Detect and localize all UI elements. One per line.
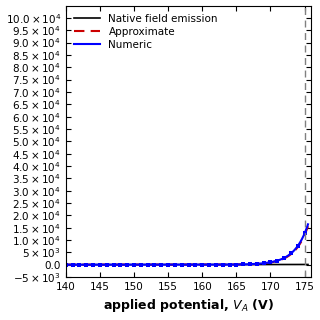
Numeric xyxy=(306,222,310,226)
Numeric xyxy=(162,263,166,267)
Native field emission xyxy=(306,263,310,267)
Approximate xyxy=(306,224,310,228)
Approximate xyxy=(253,262,257,266)
Native field emission xyxy=(171,263,174,267)
Numeric xyxy=(64,263,68,267)
Numeric xyxy=(89,263,92,267)
Native field emission xyxy=(257,263,261,267)
Numeric xyxy=(171,263,174,267)
Native field emission xyxy=(89,263,92,267)
Numeric xyxy=(253,262,257,266)
Approximate xyxy=(162,263,166,267)
Native field emission xyxy=(162,263,166,267)
Approximate xyxy=(171,263,174,267)
Approximate xyxy=(230,263,234,267)
Numeric xyxy=(230,263,234,267)
Native field emission xyxy=(230,263,234,267)
Approximate xyxy=(64,263,68,267)
Line: Numeric: Numeric xyxy=(66,224,308,265)
Native field emission xyxy=(64,263,68,267)
Line: Approximate: Approximate xyxy=(66,226,308,265)
Native field emission xyxy=(253,263,257,267)
Numeric xyxy=(257,262,261,266)
Approximate xyxy=(257,262,261,266)
Legend: Native field emission, Approximate, Numeric: Native field emission, Approximate, Nume… xyxy=(71,11,221,53)
X-axis label: applied potential, $V_A$ (V): applied potential, $V_A$ (V) xyxy=(103,298,274,315)
Approximate xyxy=(89,263,92,267)
